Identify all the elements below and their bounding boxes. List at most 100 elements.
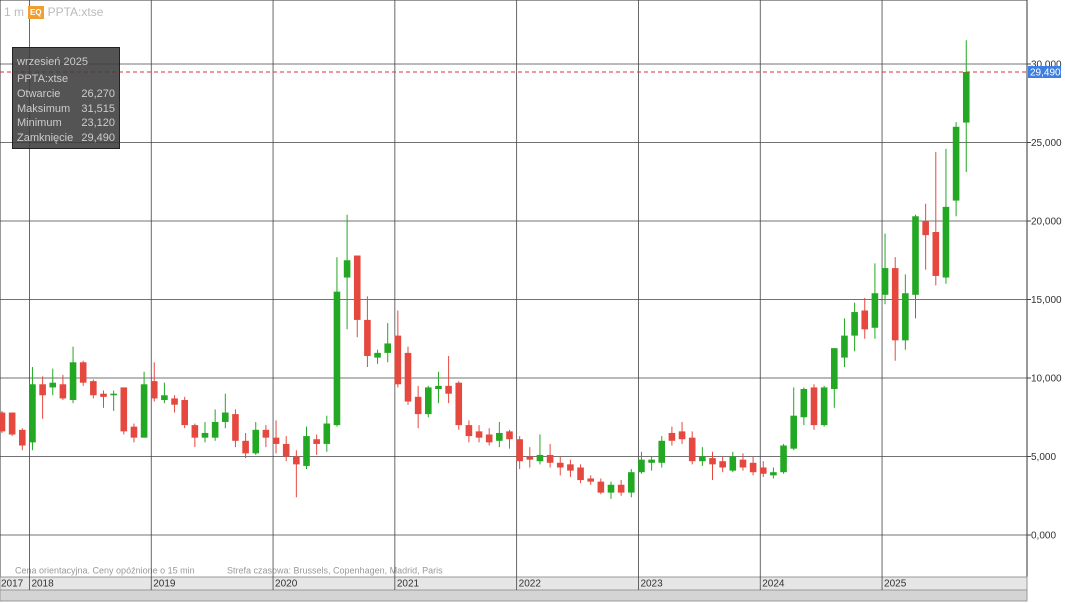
candle-body (303, 436, 310, 466)
symbol: PPTA:xtse (47, 5, 104, 19)
x-tick-label: 2024 (762, 579, 785, 590)
candle-body (688, 437, 696, 462)
candle-body (161, 395, 168, 400)
tooltip-symbol: PPTA:xtse (17, 73, 69, 85)
candle-body (272, 437, 280, 444)
scrollbar[interactable] (0, 589, 1028, 602)
candle-body (90, 381, 97, 396)
interval[interactable]: 1 m (4, 5, 25, 19)
candle-body (658, 440, 666, 463)
y-tick-label: 15,000 (1031, 295, 1062, 306)
x-tick-label: 2020 (275, 579, 298, 590)
candle-body (59, 384, 67, 399)
candle-body (445, 385, 452, 394)
footer-note: Cena orientacyjna. Ceny opóźnione o 15 m… (15, 565, 195, 575)
x-tick-label: 2023 (640, 579, 663, 590)
candle-body (414, 396, 422, 415)
candle-body (110, 393, 117, 396)
tooltip-rows: Otwarcie 26,270 Maksimum 31,515 Minimum 23,12… (17, 87, 115, 145)
candle-body (455, 382, 463, 426)
candle-body (364, 319, 371, 357)
y-tick-label: 20,000 (1031, 217, 1062, 228)
candle-body (638, 459, 645, 473)
candle-body (496, 432, 503, 441)
candle-body (962, 72, 970, 123)
tooltip-value: 29,490 (81, 131, 115, 144)
candle-body (465, 425, 473, 437)
candle-body (150, 381, 158, 399)
candle-body (191, 425, 199, 438)
tooltip-row: Minimum 23,120 (17, 116, 115, 131)
candle-body (425, 387, 432, 415)
y-tick-label: 10,000 (1031, 374, 1062, 385)
y-tick-label: 5,000 (1031, 452, 1056, 463)
candle-body (678, 431, 686, 440)
x-tick-label: 2017 (1, 579, 24, 590)
last-price-label: 29,490 (1030, 68, 1061, 79)
tooltip-row: Zamknięcie 29,490 (17, 131, 115, 146)
candle-body (536, 454, 544, 462)
candle-body (556, 462, 564, 468)
candle-body (577, 467, 584, 481)
candle-body (729, 456, 737, 471)
candle-body (39, 384, 46, 396)
x-tick-label: 2019 (153, 579, 176, 590)
candle-body (831, 348, 838, 389)
candle-body (759, 467, 767, 474)
candle-body (922, 220, 929, 236)
candle-body (546, 454, 554, 463)
candle-body (607, 484, 615, 493)
candle-body (343, 260, 351, 278)
candle-body (699, 456, 706, 462)
candle-body (891, 268, 899, 341)
x-tick-label: 2018 (31, 579, 54, 590)
candle-body (800, 388, 808, 418)
candle-body (282, 443, 290, 457)
candle-body (475, 431, 483, 438)
x-tick-label: 2021 (397, 579, 420, 590)
candle-body (374, 352, 381, 358)
y-tick-label: 0,000 (1031, 531, 1056, 542)
candle-body (912, 216, 919, 295)
candle-body (861, 310, 869, 330)
tooltip-label: Minimum (17, 117, 62, 129)
candle-body (313, 439, 320, 444)
candle-body (952, 126, 960, 201)
candle-body (881, 268, 889, 295)
candle-body (333, 291, 341, 426)
candle-body (851, 312, 858, 336)
candle-body (780, 445, 787, 473)
badge: EQ (28, 5, 44, 19)
candle-body (485, 434, 493, 443)
tooltip-label: Zamknięcie (17, 131, 74, 144)
candle-body (648, 459, 655, 463)
candle-body (8, 412, 16, 435)
plot-area (0, 0, 1028, 578)
candle-body (871, 293, 879, 328)
candle-body (19, 429, 26, 446)
candle-body (262, 429, 270, 438)
candle-body (506, 431, 513, 440)
candle-body (749, 462, 757, 473)
candle-body (384, 343, 391, 353)
y-tick-label: 25,000 (1031, 138, 1062, 149)
candle-body (79, 362, 87, 383)
tooltip-label: Otwarcie (17, 88, 61, 100)
candle-body (567, 464, 574, 471)
candle-body (942, 206, 950, 278)
candle-body (0, 412, 6, 432)
candle-body (69, 362, 77, 400)
last-price-box (1028, 66, 1061, 79)
tooltip-value: 23,120 (81, 117, 115, 129)
candle-body (100, 393, 107, 397)
candle-body (140, 384, 148, 438)
candle-body (201, 432, 209, 438)
tooltip-value: 26,270 (81, 88, 115, 100)
candle-body (516, 439, 523, 462)
candle-body (293, 456, 300, 465)
tooltip-value: 31,515 (81, 102, 115, 115)
candle-body (29, 384, 36, 443)
candle-body (526, 456, 534, 460)
candle-body (739, 459, 747, 468)
